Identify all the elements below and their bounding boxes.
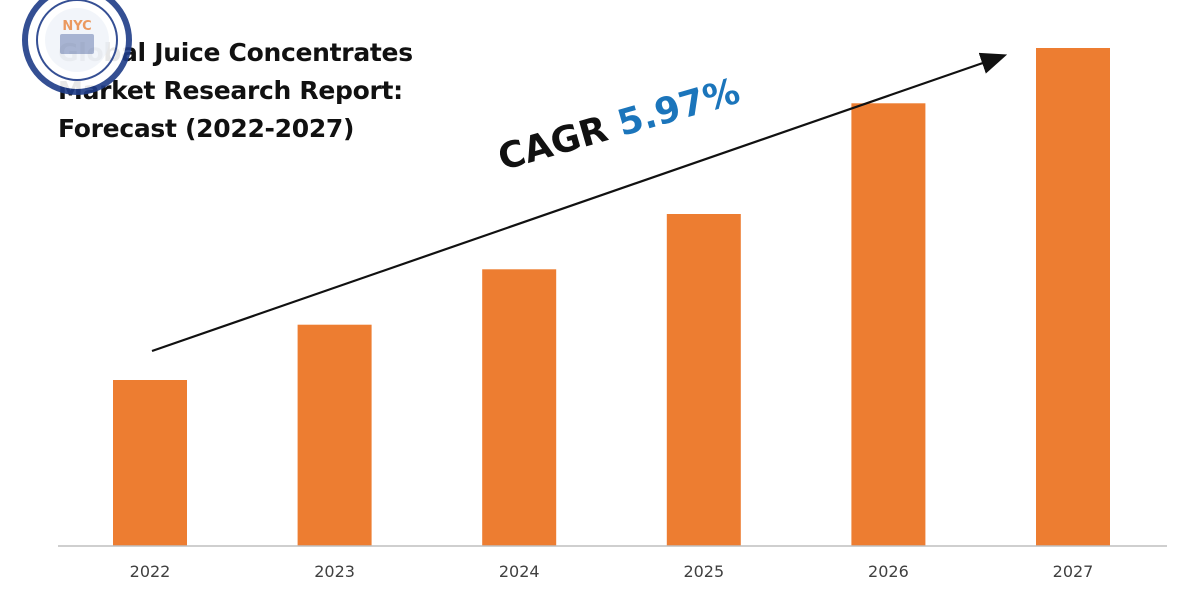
logo-initials: NYC <box>62 19 91 34</box>
chart-title-line-3: Forecast (2022-2027) <box>58 114 355 143</box>
chart-title-line-2: Market Research Report: <box>58 76 403 105</box>
bar-2022 <box>113 380 187 546</box>
bar-2026 <box>851 103 926 547</box>
x-tick-label-2023: 2023 <box>314 562 355 581</box>
company-logo: NYC <box>22 0 132 95</box>
x-tick-label-2027: 2027 <box>1053 562 1094 581</box>
x-tick-labels: 2022 2023 2024 2025 2026 2027 <box>130 562 1094 581</box>
bar-2025 <box>666 214 741 546</box>
x-tick-label-2025: 2025 <box>683 562 724 581</box>
x-tick-label-2022: 2022 <box>130 562 171 581</box>
bars-layer <box>113 48 1110 547</box>
x-tick-label-2024: 2024 <box>499 562 540 581</box>
bar-2024 <box>482 269 557 546</box>
bar-2027 <box>1036 48 1110 546</box>
trend-arrow <box>151 52 1008 353</box>
bar-2023 <box>297 324 372 546</box>
x-tick-label-2026: 2026 <box>868 562 909 581</box>
